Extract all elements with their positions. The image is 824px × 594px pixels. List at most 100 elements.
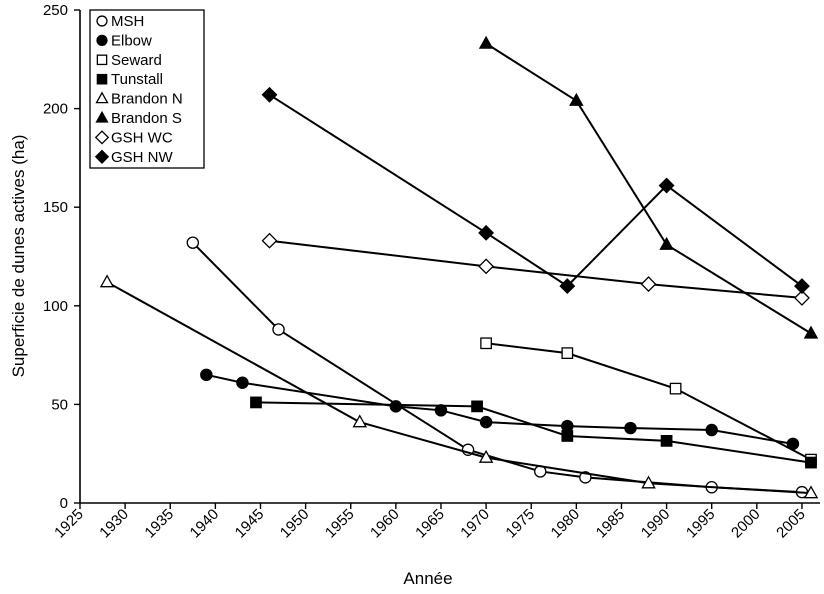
data-point xyxy=(803,485,819,499)
legend-item: GSH NW xyxy=(94,149,174,166)
data-point xyxy=(478,258,495,275)
data-point xyxy=(186,236,200,249)
data-point xyxy=(272,323,285,336)
data-point xyxy=(471,400,483,413)
data-point xyxy=(561,347,574,359)
series-seward xyxy=(480,337,817,466)
data-point xyxy=(261,232,278,249)
x-tick-label: 1970 xyxy=(457,506,493,542)
data-point xyxy=(640,276,657,293)
y-tick-label: 100 xyxy=(43,298,68,315)
x-tick-label: 1940 xyxy=(187,506,223,542)
data-point xyxy=(805,456,817,469)
x-tick-label: 1960 xyxy=(367,506,403,542)
series-line xyxy=(192,241,803,494)
legend-label: GSH NW xyxy=(111,149,174,166)
legend-label: Tunstall xyxy=(111,71,163,88)
series-brandon-n xyxy=(99,274,819,499)
legend-item: GSH WC xyxy=(94,129,173,146)
series-layer xyxy=(99,35,819,499)
data-point xyxy=(480,337,492,350)
legend-marker xyxy=(95,110,109,123)
legend-item: Brandon S xyxy=(95,110,182,127)
y-tick-label: 200 xyxy=(43,101,68,118)
data-point xyxy=(569,92,584,106)
x-tick-label: 1980 xyxy=(548,506,584,542)
legend-marker xyxy=(96,34,108,47)
data-point xyxy=(478,35,494,49)
series-line xyxy=(268,93,803,288)
data-point xyxy=(478,224,495,241)
x-tick-label: 1945 xyxy=(232,506,268,542)
x-axis-title: Année xyxy=(403,569,452,588)
legend: MSH Elbow Seward Tunstall Brandon N Brandon S… xyxy=(89,9,205,169)
legend-item: Tunstall xyxy=(96,71,163,88)
series-line xyxy=(485,342,812,461)
data-point xyxy=(705,423,718,437)
data-point xyxy=(658,177,675,194)
legend-label: Elbow xyxy=(111,32,152,49)
y-tick-label: 150 xyxy=(43,199,68,216)
legend-marker xyxy=(96,73,108,85)
x-tick-label: 1975 xyxy=(502,506,538,542)
legend-label: Brandon N xyxy=(111,91,183,108)
data-point xyxy=(561,430,574,442)
legend-item: Elbow xyxy=(96,32,152,49)
legend-marker xyxy=(95,91,109,104)
x-tick-label: 1930 xyxy=(96,506,132,542)
data-point xyxy=(624,421,637,435)
legend-item: Brandon N xyxy=(95,91,183,108)
legend-label: GSH WC xyxy=(111,129,173,146)
legend-label: Seward xyxy=(111,52,162,69)
legend-marker xyxy=(96,54,108,66)
x-tick-label: 1965 xyxy=(412,506,448,542)
y-ticks: 0 50 100 150 200 250 xyxy=(43,2,80,512)
data-point xyxy=(479,415,493,429)
series-line xyxy=(485,42,812,335)
data-point xyxy=(794,278,810,295)
data-point xyxy=(250,396,262,409)
data-point xyxy=(659,236,674,250)
data-point xyxy=(478,449,494,463)
y-tick-label: 50 xyxy=(51,396,68,413)
data-point xyxy=(561,419,574,433)
legend-marker xyxy=(96,15,108,27)
y-tick-label: 0 xyxy=(60,495,68,512)
series-brandon-s xyxy=(478,35,819,339)
data-point xyxy=(389,400,403,413)
data-point xyxy=(660,435,673,447)
legend-box xyxy=(89,9,205,169)
x-tick-label: 1995 xyxy=(683,506,719,542)
x-tick-label: 1935 xyxy=(141,506,177,542)
legend-item: MSH xyxy=(96,13,144,30)
series-gsh-wc xyxy=(261,232,810,306)
x-tick-label: 2005 xyxy=(773,506,809,542)
data-point xyxy=(794,289,810,306)
x-tick-label: 1985 xyxy=(593,506,629,542)
data-point xyxy=(352,414,368,428)
legend-item: Seward xyxy=(96,52,162,69)
y-tick-label: 250 xyxy=(43,2,68,19)
y-axis-title: Superficie de dunes actives (ha) xyxy=(9,135,28,378)
data-point xyxy=(99,274,115,288)
data-point xyxy=(200,368,213,382)
x-tick-label: 1990 xyxy=(638,506,674,542)
x-tick-label: 2000 xyxy=(728,506,764,542)
series-elbow xyxy=(200,368,800,451)
series-gsh-nw xyxy=(261,86,810,295)
data-point xyxy=(803,325,819,339)
legend-label: MSH xyxy=(111,13,144,30)
x-tick-label: 1950 xyxy=(277,506,313,542)
data-point xyxy=(236,376,249,389)
data-point xyxy=(261,86,278,103)
series-line xyxy=(106,281,812,495)
data-point xyxy=(559,278,576,295)
legend-marker xyxy=(94,130,110,145)
legend-label: Brandon S xyxy=(111,110,182,127)
data-point xyxy=(669,382,682,395)
x-ticks: 1925 1930 1935 1940 1945 1950 1955 1960 1965 1970… xyxy=(51,503,809,541)
x-tick-label: 1925 xyxy=(51,506,87,542)
series-line xyxy=(269,239,803,299)
x-tick-label: 1955 xyxy=(322,506,358,542)
